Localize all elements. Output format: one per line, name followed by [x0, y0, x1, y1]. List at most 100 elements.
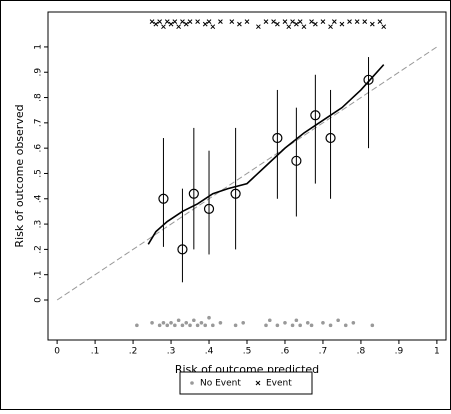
event-marker — [244, 19, 250, 24]
event-marker — [320, 19, 326, 24]
nonevent-marker — [370, 323, 375, 328]
event-marker — [282, 19, 288, 24]
event-marker — [297, 19, 303, 24]
x-tick-label: .7 — [319, 347, 328, 357]
event-marker — [210, 24, 216, 30]
event-marker — [183, 21, 189, 27]
group-point — [158, 193, 169, 204]
nonevent-marker — [305, 320, 310, 325]
group-point — [272, 132, 283, 144]
event-marker — [301, 24, 307, 30]
nonevent-marker — [336, 318, 340, 323]
event-marker — [369, 21, 375, 27]
smooth-curve — [147, 64, 385, 245]
event-marker — [149, 19, 155, 24]
nonevent-marker — [180, 323, 185, 328]
nonevent-marker — [290, 323, 295, 328]
event-marker — [256, 24, 261, 30]
y-tick-label: .8 — [34, 93, 44, 102]
nonevent-marker — [184, 320, 189, 325]
y-tick-label: .2 — [34, 245, 44, 254]
event-marker — [153, 21, 159, 27]
nonevent-marker — [135, 323, 139, 328]
event-marker — [195, 19, 200, 24]
nonevent-marker — [211, 323, 215, 328]
legend-label: Event — [266, 379, 292, 389]
event-marker — [180, 19, 185, 24]
nonevent-marker — [188, 323, 192, 328]
nonevent-marker — [267, 318, 272, 323]
nonevent-marker — [283, 320, 287, 325]
nonevent-marker — [173, 323, 177, 328]
nonevent-marker — [165, 323, 170, 328]
nonevent-marker — [150, 320, 154, 325]
nonevent-marker — [203, 323, 208, 328]
event-marker — [339, 21, 345, 27]
group-point — [230, 188, 241, 199]
group-point — [310, 110, 321, 121]
event-marker — [294, 21, 299, 27]
x-tick-label: .5 — [243, 347, 252, 357]
y-tick-label: .4 — [34, 194, 44, 203]
nonevent-marker — [275, 323, 280, 328]
event-marker — [328, 24, 333, 30]
event-marker — [229, 19, 235, 24]
nonevent-marker — [157, 323, 162, 328]
x-tick-label: .8 — [357, 347, 366, 357]
nonevent-marker — [351, 320, 356, 325]
event-marker — [263, 19, 269, 24]
nonevent-marker — [264, 323, 268, 328]
event-marker — [286, 24, 292, 30]
y-tick-label: .5 — [34, 169, 44, 178]
event-marker — [172, 19, 178, 24]
y-tick-label: .1 — [34, 270, 44, 279]
nonevent-marker — [199, 320, 204, 325]
event-marker — [218, 19, 223, 24]
event-marker — [206, 19, 212, 24]
nonevent-marker — [309, 323, 314, 328]
legend-label: No Event — [200, 379, 241, 389]
event-marker — [377, 19, 383, 24]
x-tick-label: .9 — [395, 347, 404, 357]
x-tick-label: 0 — [54, 347, 60, 357]
x-tick-label: .6 — [281, 347, 290, 357]
event-marker — [157, 19, 163, 24]
legend-marker — [190, 381, 194, 385]
y-tick-label: .9 — [34, 68, 44, 77]
event-marker — [161, 24, 166, 30]
y-tick-label: .3 — [34, 220, 44, 229]
group-point — [291, 155, 302, 166]
event-marker — [362, 19, 368, 24]
nonevent-marker — [218, 320, 223, 325]
nonevent-marker — [294, 318, 299, 323]
event-marker — [237, 21, 242, 27]
event-marker — [168, 21, 174, 27]
nonevent-marker — [321, 320, 325, 325]
group-point — [325, 132, 336, 144]
event-marker — [381, 24, 387, 30]
event-marker — [271, 19, 276, 24]
nonevent-marker — [233, 323, 238, 328]
y-axis-title: Risk of outcome observed — [13, 104, 26, 247]
nonevent-marker — [328, 323, 333, 328]
group-point — [363, 74, 374, 85]
reference-line — [56, 46, 438, 301]
event-marker — [202, 21, 208, 27]
legend-box — [179, 371, 313, 395]
event-marker — [347, 19, 352, 24]
event-marker — [354, 19, 360, 24]
nonevent-marker — [241, 320, 246, 325]
x-tick-label: .1 — [91, 347, 100, 357]
event-marker — [275, 21, 280, 27]
nonevent-marker — [298, 323, 302, 328]
y-tick-label: 1 — [34, 44, 44, 50]
nonevent-marker — [195, 323, 200, 328]
event-marker — [331, 19, 337, 24]
nonevent-marker — [343, 323, 348, 328]
group-point — [177, 244, 188, 255]
nonevent-marker — [161, 320, 166, 325]
event-marker — [164, 19, 170, 24]
legend-marker — [255, 380, 261, 386]
